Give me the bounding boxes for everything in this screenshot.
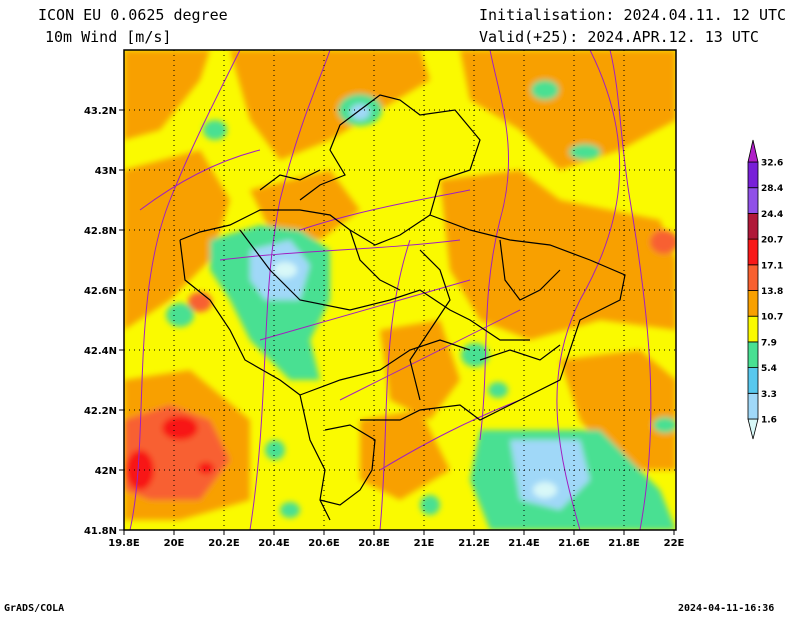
legend-label: 20.7 (761, 236, 783, 246)
y-tick-label: 42.4N (84, 346, 117, 357)
x-tick-label: 22E (664, 538, 685, 549)
administrative-borders (179, 94, 626, 521)
y-tick-label: 42.6N (84, 286, 117, 297)
legend-low-arrow (747, 418, 759, 440)
y-tick-label: 42.8N (84, 226, 117, 237)
footer-timestamp: 2024-04-11-16:36 (678, 603, 775, 614)
wind-streamlines (129, 50, 652, 530)
valid-time: Valid(+25): 2024.APR.12. 13 UTC (479, 28, 759, 46)
legend-swatch (747, 187, 759, 214)
legend-label: 5.4 (761, 364, 777, 374)
legend-swatch (747, 212, 759, 240)
legend-high-arrow (747, 139, 759, 163)
legend-swatch (747, 161, 759, 189)
x-tick-label: 21E (414, 538, 435, 549)
x-tick-label: 19.8E (108, 538, 140, 549)
initialisation-time: Initialisation: 2024.04.11. 12 UTC (479, 6, 787, 24)
legend-swatch (747, 392, 759, 420)
legend-swatch (747, 367, 759, 394)
x-tick-label: 21.8E (608, 538, 640, 549)
legend-label: 1.6 (761, 416, 777, 426)
legend-swatch (747, 264, 759, 291)
y-ticks (119, 109, 124, 531)
y-tick-label: 42.2N (84, 406, 117, 417)
model-title: ICON EU 0.0625 degree (38, 6, 228, 24)
legend-swatch (747, 290, 759, 317)
y-tick-label: 41.8N (84, 526, 117, 537)
x-tick-label: 20E (164, 538, 185, 549)
footer-credit: GrADS/COLA (4, 603, 65, 614)
x-tick-label: 20.2E (208, 538, 240, 549)
x-tick-label: 21.6E (558, 538, 590, 549)
legend-label: 32.6 (761, 159, 783, 169)
x-tick-label: 20.4E (258, 538, 290, 549)
x-ticks (123, 530, 675, 535)
legend-swatch (747, 341, 759, 368)
x-tick-label: 21.4E (508, 538, 540, 549)
legend-swatch (747, 238, 759, 266)
y-tick-label: 42N (95, 466, 117, 477)
field-title: 10m Wind [m/s] (45, 28, 172, 46)
color-legend: 1.6 3.3 5.4 7.9 10.7 13.8 17.1 20.7 24.4 28.4 32.6 (747, 139, 783, 440)
x-tick-label: 20.8E (358, 538, 390, 549)
legend-label: 13.8 (761, 287, 783, 297)
legend-label: 24.4 (761, 210, 783, 220)
legend-label: 17.1 (761, 261, 783, 271)
x-tick-label: 21.2E (458, 538, 490, 549)
y-tick-label: 43.2N (84, 106, 117, 117)
legend-label: 3.3 (761, 390, 777, 400)
x-tick-label: 20.6E (308, 538, 340, 549)
legend-label: 28.4 (761, 184, 783, 194)
y-tick-label: 43N (95, 166, 117, 177)
legend-label: 10.7 (761, 313, 783, 323)
legend-swatch (747, 315, 759, 343)
legend-label: 7.9 (761, 338, 777, 348)
